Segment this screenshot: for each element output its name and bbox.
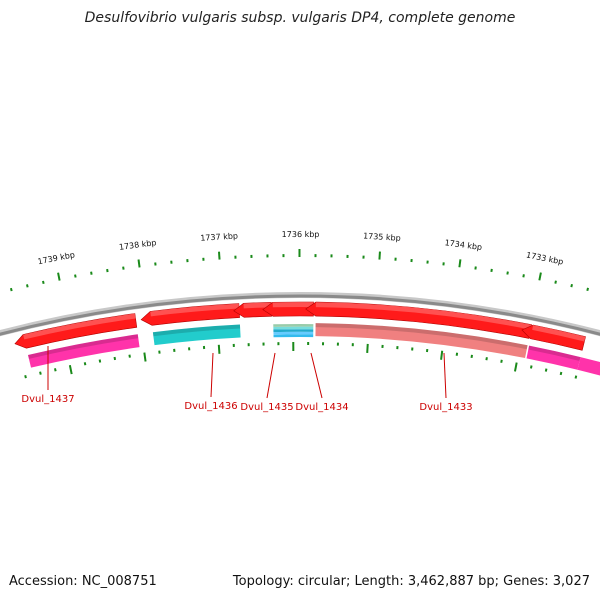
inner-tick [574,375,578,379]
feature-stripe [273,334,314,338]
outer-tick [506,271,509,275]
outer-tick [74,274,77,278]
inner-tick [500,359,503,363]
secondary-feature [526,345,581,370]
cds-highlight [243,302,272,309]
scale-label: 1739 kbp [37,250,76,266]
outer-tick [137,259,141,268]
outer-tick [9,287,13,292]
outer-tick [570,283,573,288]
inner-tick [440,350,444,360]
feature-stripe [273,326,314,330]
outer-tick [378,251,381,260]
inner-tick [83,362,87,366]
outer-tick [586,287,589,292]
gene-label: Dvul_1435 [240,402,293,413]
secondary-feature-shade [27,334,139,359]
cds-highlight [532,325,586,342]
scale-label: 1736 kbp [282,230,320,239]
gene-leader-line [266,352,276,399]
cds-track [14,301,586,351]
secondary-feature-shade [152,324,241,337]
scale-labels: 1739 kbp 1738 kbp 1737 kbp 1736 kbp 1735 kbp… [37,230,564,267]
gene-label: Dvul_1434 [295,402,348,413]
cds-highlight [150,303,240,317]
cds-highlight [272,301,314,308]
inner-tick [39,371,42,375]
inner-tick [366,343,369,354]
outer-tick [538,272,542,281]
outer-tick [522,274,525,278]
outer-tick [458,259,462,268]
feature-stripe [273,324,314,327]
inner-tick [513,362,518,372]
genome-title: Desulfovibrio vulgaris subsp. vulgaris D… [84,10,516,26]
scale-label: 1737 kbp [200,231,238,242]
accession-text: Accession: NC_008751 [9,574,157,589]
secondary-feature [577,357,600,376]
secondary-feature [152,324,241,346]
gene-leader-line [210,352,214,398]
scale-label: 1734 kbp [444,238,483,252]
backbone-ring [0,294,600,336]
outer-tick [554,280,557,284]
secondary-feature [315,323,528,359]
genome-backbone [0,292,600,337]
genome-summary-text: Topology: circular; Length: 3,462,887 bp… [232,574,590,589]
outer-tick [57,272,61,281]
scale-label: 1735 kbp [363,231,401,242]
outer-tick [26,284,29,288]
cds-highlight [23,313,136,340]
inner-tick-ring [24,342,578,379]
cds-highlight [315,302,532,330]
outer-tick [42,280,45,285]
inner-tick [54,368,57,372]
inner-tick [529,365,533,369]
gene-label: Dvul_1433 [419,402,472,413]
secondary-feature-shade [315,323,528,350]
feature-track-secondary [27,323,600,376]
inner-tick [143,352,147,362]
gene-leader-line [443,352,447,399]
feature-stripe [273,329,314,333]
inner-tick [68,364,73,375]
secondary-feature-shade [528,345,581,361]
scale-label: 1738 kbp [118,238,157,252]
gene-labels: Dvul_1437 Dvul_1436 Dvul_1435 Dvul_1434 Dvul… [21,346,473,413]
gene-label: Dvul_1437 [21,394,74,405]
secondary-feature [27,334,140,368]
inner-tick [544,368,548,372]
outer-tick [90,271,93,275]
gene-leader-line [310,352,323,399]
inner-tick [559,371,563,376]
outer-tick-ring [9,248,589,292]
feature-stripe [273,331,314,335]
scale-label: 1733 kbp [525,250,564,266]
outer-tick [218,251,221,260]
inner-tick [217,344,221,354]
gene-label: Dvul_1436 [184,401,237,412]
inner-tick [24,374,27,379]
inner-tick [98,359,102,363]
